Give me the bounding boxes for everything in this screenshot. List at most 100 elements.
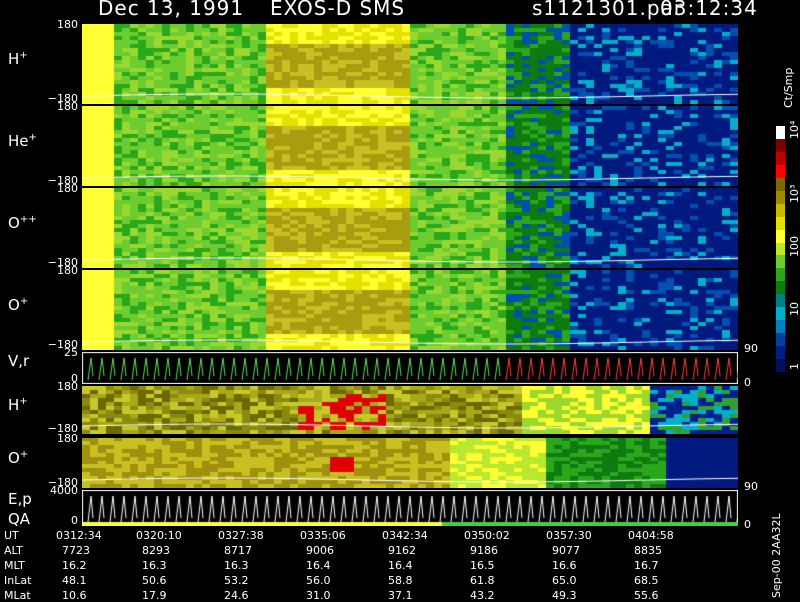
y-tick-min: 0 [71,514,78,527]
ephemeris-row-label: MLat [4,589,31,602]
ephemeris-cell: 0357:30 [546,529,592,542]
ephemeris-cell: 43.2 [470,589,495,602]
ephemeris-cell: 9006 [306,544,334,557]
y-tick-min: 0 [71,372,78,385]
colorbar-swatch [776,190,785,204]
ephemeris-row-label: MLT [4,559,25,572]
colorbar-tick-label: 10 [788,302,800,317]
spectrogram-canvas [82,106,738,186]
panel-label: O+ [8,449,28,467]
y-tick-max: 180 [57,18,78,31]
colorbar-swatch [776,333,785,347]
colorbar-tick-label: 10⁴ [788,120,800,139]
colorbar-swatch [776,307,785,321]
ephemeris-cell: 0320:10 [136,529,182,542]
ephemeris-cell: 17.9 [142,589,167,602]
spectrogram-canvas [82,386,738,434]
colorbar-tick-label: 100 [788,236,800,257]
panel-label-2: QA [8,510,31,528]
panel-label: V,r [8,352,29,370]
colorbar-swatch [776,346,785,360]
ephemeris-cell: 0327:38 [218,529,264,542]
ephemeris-cell: 16.7 [634,559,659,572]
panel-label: H+ [8,50,28,68]
colorbar-tick-label: 10³ [788,184,800,203]
ephemeris-cell: 50.6 [142,574,167,587]
colorbar-swatch [776,164,785,178]
panel-plot [82,386,738,434]
ephemeris-cell: 24.6 [224,589,249,602]
colorbar-swatch [776,177,785,191]
panel-label-sup: + [19,296,29,307]
ephemeris-cell: 16.3 [224,559,249,572]
panel-plot [82,270,738,350]
ephemeris-cell: 9162 [388,544,416,557]
panel-label: H+ [8,396,28,414]
y-tick-max: 180 [57,100,78,113]
colorbar-swatch [776,359,785,373]
panel-label: E,p [8,490,32,508]
panel-label-text: H [8,396,20,414]
panel-label-text: V,r [8,352,30,370]
y-tick-max: 180 [57,264,78,277]
y-tick-max: 4000 [50,484,78,497]
ephemeris-cell: 0350:02 [464,529,510,542]
y-tick-max: 180 [57,432,78,445]
ephemeris-cell: 10.6 [62,589,87,602]
y-tick-min: −180 [47,476,78,489]
ephemeris-cell: 0312:34 [56,529,102,542]
ephemeris-cell: 48.1 [62,574,87,587]
ephemeris-row-label: UT [4,529,19,542]
panel-label-text: H [8,50,20,68]
ephemeris-cell: 0404:58 [628,529,674,542]
right-axis-tick: 0 [744,518,751,531]
ephemeris-cell: 9077 [552,544,580,557]
y-tick-max: 180 [57,182,78,195]
header-time: 03:12:34 [660,0,758,20]
spectrogram-canvas [82,24,738,104]
spectrogram-canvas [82,352,738,384]
ephemeris-cell: 8293 [142,544,170,557]
colorbar-unit: Ct/Smp [782,67,795,108]
y-tick-max: 25 [64,346,78,359]
colorbar-swatch [776,294,785,308]
panel-plot [82,490,738,526]
y-tick-min: −180 [47,256,78,269]
right-axis-tick: 90 [744,342,758,355]
panel-label: He+ [8,132,37,150]
ephemeris-cell: 55.6 [634,589,659,602]
ephemeris-cell: 16.4 [388,559,413,572]
panel-plot [82,24,738,104]
y-tick-min: −180 [47,174,78,187]
ephemeris-cell: 8835 [634,544,662,557]
spectrogram-canvas [82,438,738,488]
ephemeris-cell: 65.0 [552,574,577,587]
y-tick-min: −180 [47,92,78,105]
ephemeris-cell: 58.8 [388,574,413,587]
panel-label-text: He [8,132,29,150]
header-date: Dec 13, 1991 [98,0,245,20]
panel-label-text: O [8,296,20,314]
colorbar-swatch [776,203,785,217]
ephemeris-cell: 16.2 [62,559,87,572]
colorbar-swatch [776,126,785,139]
colorbar-swatch [776,255,785,269]
ephemeris-cell: 16.5 [470,559,495,572]
panel-label-sup: + [19,50,28,61]
ephemeris-cell: 16.4 [306,559,331,572]
ephemeris-row-label: ALT [4,544,23,557]
ephemeris-cell: 61.8 [470,574,495,587]
panel-label-text: O [8,214,20,232]
spectrogram-canvas [82,490,738,526]
colorbar-swatch [776,216,785,230]
ephemeris-row-label: InLat [4,574,32,587]
panel-label-sup: + [19,396,28,407]
ephemeris-cell: 56.0 [306,574,331,587]
ephemeris-cell: 0342:34 [382,529,428,542]
y-tick-min: −180 [47,338,78,351]
panel-label-sup: + [19,449,29,460]
header-instrument: EXOS-D SMS [270,0,406,20]
colorbar-swatch [776,242,785,256]
footer-code: Sep-00 2AA32L [770,513,783,598]
ephemeris-cell: 31.0 [306,589,331,602]
